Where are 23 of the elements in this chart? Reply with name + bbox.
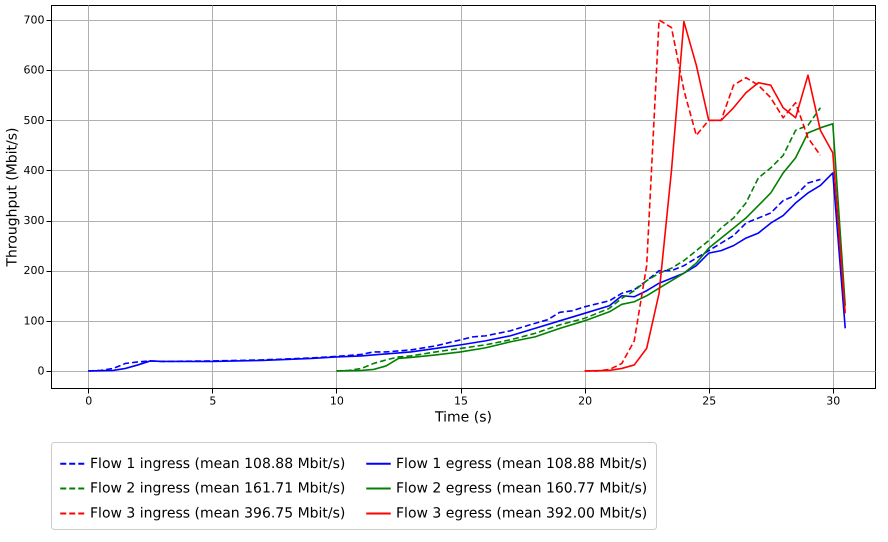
y-tick-label: 300	[24, 214, 44, 228]
legend-label: Flow 1 egress (mean 108.88 Mbit/s)	[396, 456, 648, 472]
legend-label: Flow 1 ingress (mean 108.88 Mbit/s)	[90, 456, 346, 472]
legend-label: Flow 2 egress (mean 160.77 Mbit/s)	[396, 480, 648, 496]
x-tick-label: 15	[454, 394, 468, 408]
x-tick-label: 10	[330, 394, 344, 408]
y-tick-label: 600	[24, 64, 44, 77]
y-tick-label: 700	[24, 14, 44, 27]
y-tick-label: 500	[24, 114, 44, 127]
x-tick-label: 20	[578, 394, 592, 408]
x-tick-label: 30	[826, 394, 840, 408]
y-tick-label: 0	[38, 364, 44, 378]
legend-label: Flow 2 ingress (mean 161.71 Mbit/s)	[90, 480, 346, 496]
y-tick-label: 100	[24, 314, 44, 328]
legend-label: Flow 3 egress (mean 392.00 Mbit/s)	[396, 506, 648, 522]
x-tick-label: 5	[209, 394, 216, 408]
x-axis-title: Time (s)	[434, 410, 492, 426]
legend-label: Flow 3 ingress (mean 396.75 Mbit/s)	[90, 506, 346, 522]
x-tick-label: 25	[702, 394, 716, 408]
y-tick-label: 400	[24, 164, 44, 177]
x-tick-label: 0	[85, 394, 92, 408]
y-axis-title: Throughput (Mbit/s)	[4, 127, 21, 268]
y-tick-label: 200	[24, 264, 44, 278]
